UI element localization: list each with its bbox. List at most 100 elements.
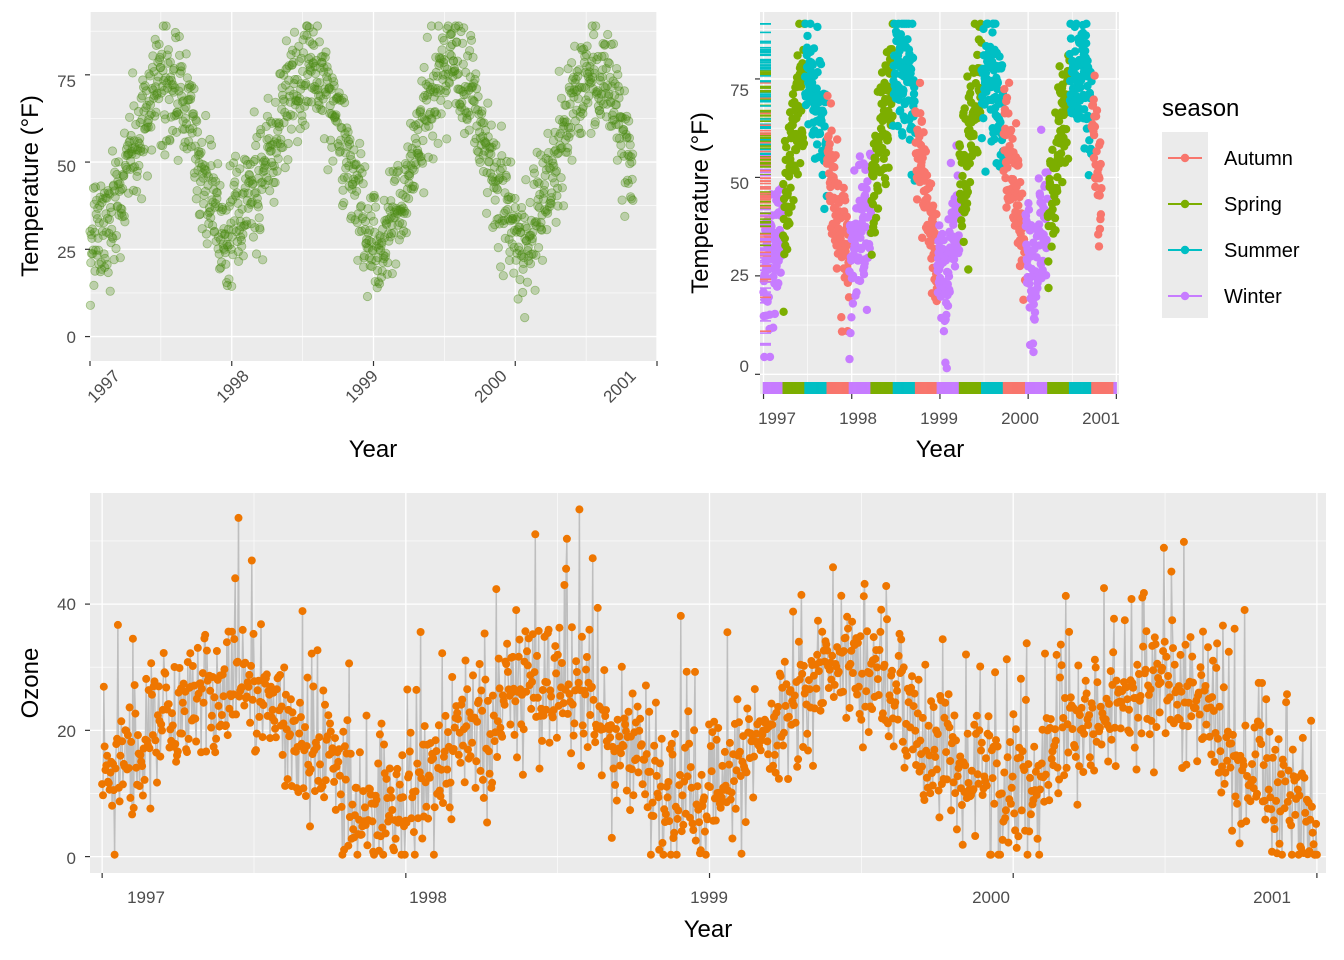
legend-key-point-winter [1180, 291, 1190, 301]
data-point-spring [779, 179, 788, 189]
data-point [616, 140, 626, 150]
data-point [213, 159, 223, 169]
data-point [239, 221, 249, 231]
lollipop-stem [621, 666, 624, 745]
data-point [229, 180, 239, 190]
data-point [216, 206, 226, 216]
data-point [268, 139, 278, 150]
data-point [240, 183, 250, 193]
data-point [422, 32, 432, 43]
data-point [118, 184, 128, 194]
data-point-winter [774, 279, 783, 288]
data-point [194, 146, 204, 156]
data-point [453, 69, 463, 79]
data-point-summer [1066, 34, 1076, 43]
data-point [177, 61, 187, 72]
data-point-spring [870, 228, 880, 237]
data-point [270, 97, 281, 107]
data-point [196, 177, 206, 187]
data-point [112, 202, 122, 212]
lollipop-stem [232, 639, 235, 695]
data-point [85, 300, 96, 310]
data-point-spring [783, 245, 792, 254]
x-tick-label: 1997 [84, 366, 124, 406]
data-point [251, 249, 262, 259]
data-point-autumn [831, 151, 840, 160]
data-point [185, 124, 195, 134]
data-point-summer [908, 19, 917, 28]
data-point [140, 123, 151, 134]
data-point [137, 194, 147, 204]
data-point-autumn [823, 91, 832, 101]
data-point [118, 169, 128, 179]
data-point-spring [1063, 154, 1073, 163]
data-point [88, 245, 98, 255]
data-point [163, 45, 173, 55]
lollipop-stem [133, 685, 137, 714]
data-point [236, 232, 246, 242]
data-point [142, 122, 152, 133]
data-point [186, 91, 196, 101]
data-point [283, 155, 293, 165]
data-point [457, 97, 467, 108]
data-point [233, 198, 243, 208]
data-point [108, 233, 118, 243]
data-point [339, 98, 350, 108]
data-point [233, 247, 243, 257]
data-point [142, 171, 152, 181]
data-point [261, 157, 271, 167]
data-point [197, 224, 207, 234]
data-point [236, 235, 246, 245]
data-point-spring [881, 148, 891, 157]
data-point [199, 164, 210, 174]
data-point [270, 177, 280, 188]
data-point [248, 179, 258, 189]
data-point [232, 236, 243, 247]
lollipop-stem [552, 657, 556, 711]
data-point-summer [816, 59, 826, 69]
data-point-summer [1082, 19, 1091, 28]
data-point [188, 111, 198, 121]
data-point-spring [789, 196, 798, 205]
x-axis-title: Year [916, 436, 965, 463]
lollipop-stem [484, 679, 487, 749]
data-point [119, 171, 129, 181]
data-point [238, 229, 248, 239]
data-point [498, 271, 508, 281]
data-point-winter [1037, 125, 1046, 134]
data-point-autumn [921, 147, 930, 156]
data-point [106, 238, 116, 248]
data-point [216, 263, 226, 273]
data-point [165, 136, 175, 146]
data-point [240, 220, 250, 230]
lollipop-stem [545, 682, 548, 710]
data-point [88, 249, 98, 259]
data-point [552, 191, 562, 201]
data-point [509, 268, 519, 278]
data-point [165, 134, 175, 144]
data-point [251, 140, 261, 151]
data-point-autumn [830, 163, 839, 172]
data-point [218, 243, 229, 253]
lollipop-stem [930, 701, 933, 774]
data-point [269, 197, 279, 207]
data-point-autumn [1089, 95, 1098, 104]
lollipop-stem [645, 685, 648, 755]
data-point-winter [1025, 279, 1034, 289]
data-point [181, 102, 191, 112]
lollipop-stem [252, 633, 255, 682]
data-point-winter [935, 221, 944, 230]
data-point [113, 179, 123, 189]
data-point-winter [950, 262, 960, 271]
data-point [343, 127, 353, 137]
data-point [156, 140, 166, 150]
data-point-summer [820, 204, 829, 214]
data-point [168, 80, 178, 90]
data-point [198, 168, 208, 178]
data-point [212, 194, 222, 204]
data-point [260, 160, 270, 170]
lollipop-stem [597, 607, 600, 729]
data-point [383, 257, 393, 268]
data-point [150, 111, 160, 121]
data-point-summer [990, 135, 999, 144]
